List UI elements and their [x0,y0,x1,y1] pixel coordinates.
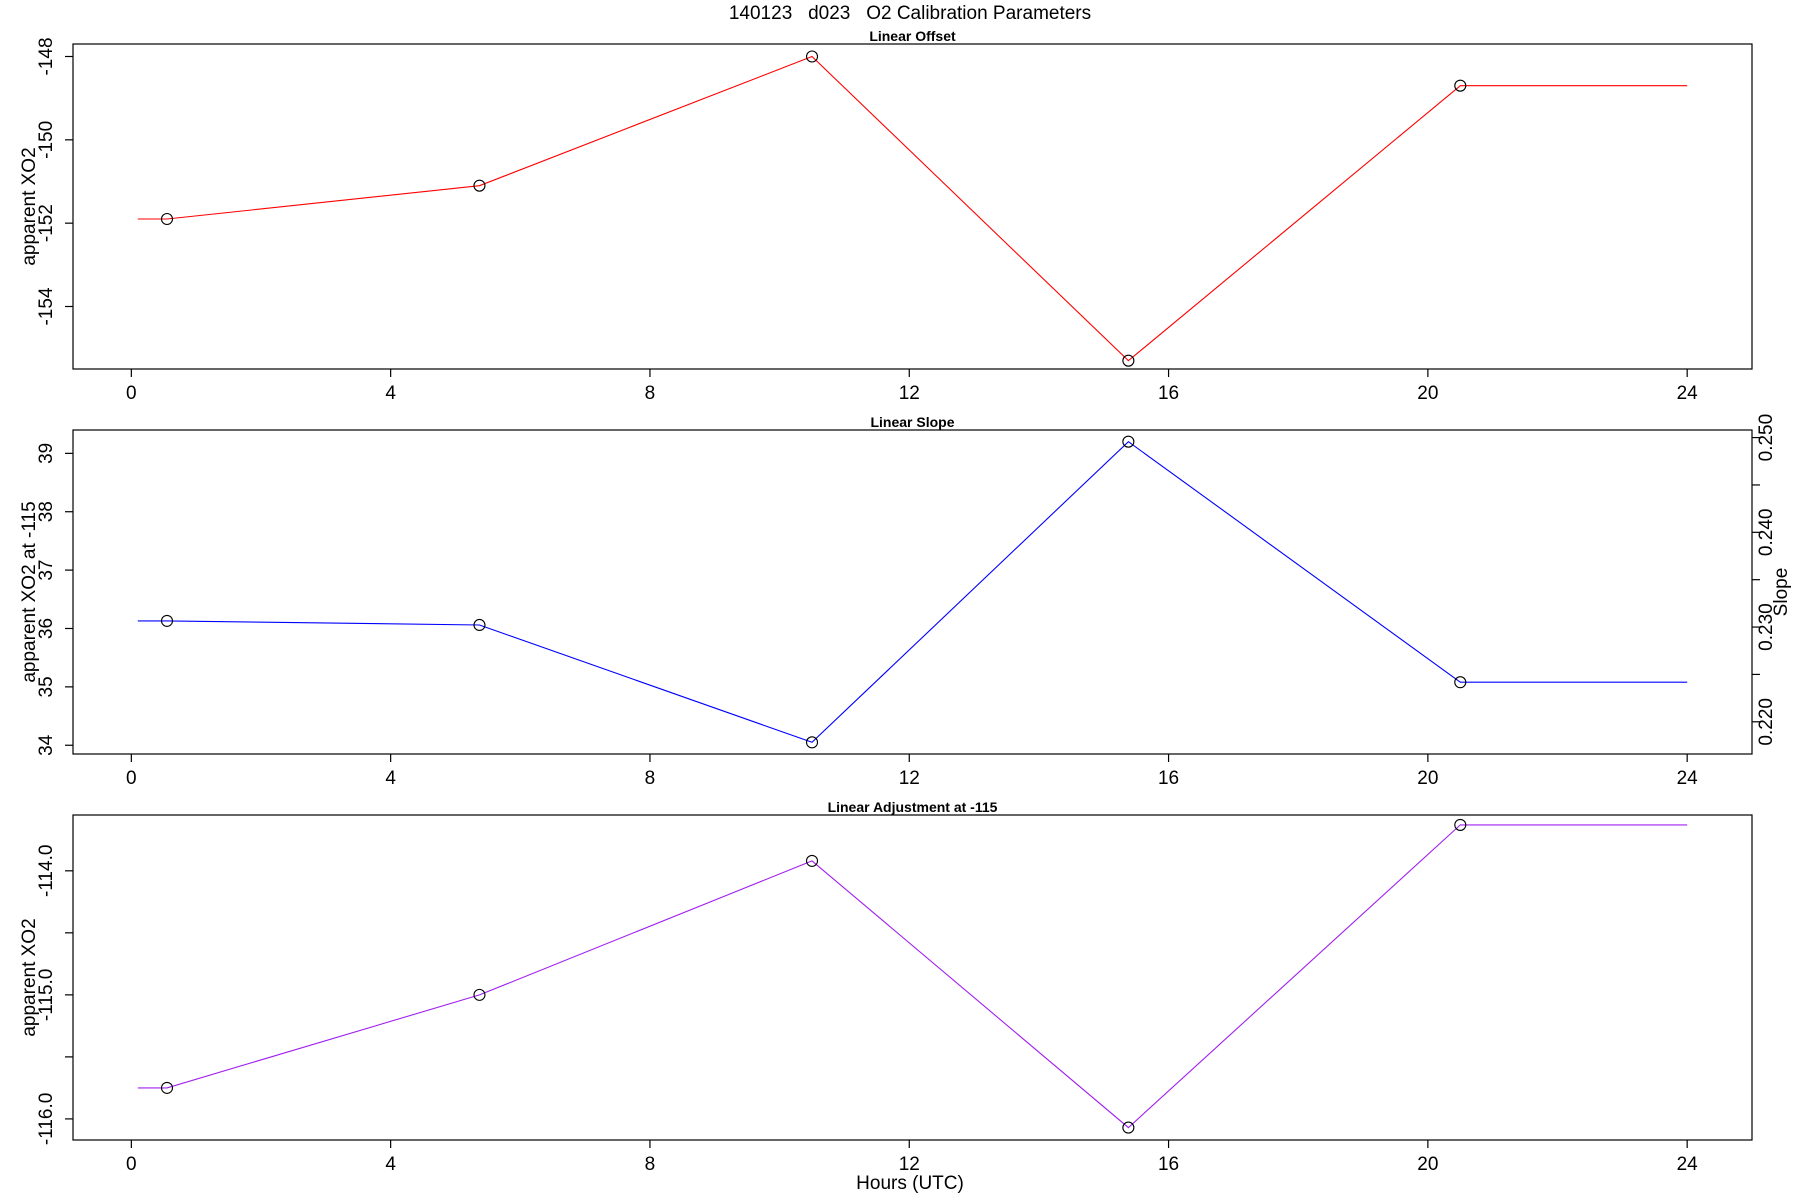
y-tick-label: -115.0 [36,969,57,1021]
x-tick-label: 4 [385,768,396,789]
x-tick-label: 0 [126,383,137,404]
data-point [1454,79,1467,92]
y-tick-label: -148 [36,37,57,75]
x-tick-label: 4 [385,383,396,404]
data-point [473,618,486,632]
y-tick-label: 38 [36,501,57,522]
series-line [137,824,1688,1129]
data-point [1122,435,1135,448]
x-tick-label: 24 [1677,383,1699,404]
x-tick-label: 24 [1677,768,1699,789]
panel-2: Linear Slope 0 4 8 12 16 20 24 34 35 36 37 38 39 appar… [19,414,1792,789]
plot-frame [72,814,1753,1141]
x-tick-label: 20 [1417,768,1438,789]
y2-tick-label: 0.240 [1756,509,1777,557]
y2-tick-label: 0.230 [1756,603,1777,651]
panel-1: Linear Offset 0 4 8 12 16 20 24 -148 -150 -152 -154… [19,28,1753,404]
y2-axis-title: Slope [1771,568,1792,617]
plot-frame [72,429,1753,755]
x-tick-label: 8 [645,383,656,404]
series-line [137,55,1688,362]
y-axis-title: apparent XO2 [19,918,40,1036]
x-tick-label: 12 [899,383,920,404]
y-tick-label: -116.0 [36,1093,57,1145]
x-tick-label: 16 [1158,768,1179,789]
y-tick-label: 35 [36,676,57,697]
data-point [1122,1121,1135,1134]
x-tick-label: 12 [899,768,920,789]
y2-tick-label: 0.250 [1756,414,1777,462]
data-point [160,212,174,226]
panel-title: Linear Adjustment at -115 [828,799,998,815]
data-point [1454,818,1467,831]
y-axis-title: apparent XO2 at -115 [19,501,40,682]
x-tick-label: 8 [645,768,656,789]
x-tick-label: 0 [126,768,137,789]
y-tick-label: -114.0 [36,845,57,897]
x-tick-label: 20 [1417,383,1438,404]
panels: Linear Offset 0 4 8 12 16 20 24 -148 -150 -152 -154… [19,28,1792,1175]
panel-title: Linear Offset [869,28,956,44]
x-tick-label: 20 [1417,1154,1438,1175]
data-point [1454,676,1467,689]
series-line [137,440,1688,743]
y-tick-label: 39 [36,443,57,464]
y-tick-label: 37 [36,560,57,581]
y-tick-label: 36 [36,618,57,639]
panel-title: Linear Slope [870,414,954,430]
x-tick-label: 4 [385,1154,396,1175]
data-point [805,50,819,63]
panel-3: Linear Adjustment at -115 0 4 8 12 16 20 24 -114… [19,799,1753,1175]
data-point [473,179,486,192]
data-point [805,736,819,749]
y-tick-label: -150 [36,121,57,159]
x-tick-label: 16 [1158,1154,1179,1175]
y-axis-title: apparent XO2 [19,147,40,265]
data-point [1122,354,1135,367]
y-tick-label: 34 [36,734,57,756]
data-point [160,1081,174,1094]
plot-frame [72,43,1753,370]
data-point [473,988,486,1001]
data-point [160,614,174,627]
x-tick-label: 0 [126,1154,137,1175]
x-tick-label: 24 [1677,1154,1699,1175]
x-tick-label: 12 [899,1154,920,1175]
y-tick-label: -154 [36,287,57,325]
x-tick-label: 8 [645,1154,656,1175]
x-axis-title: Hours (UTC) [856,1173,964,1194]
x-tick-label: 16 [1158,383,1179,404]
y2-tick-label: 0.220 [1756,698,1777,746]
data-point [805,854,819,867]
main-title: 140123 d023 O2 Calibration Parameters [729,3,1091,24]
y-tick-label: -152 [36,204,57,242]
